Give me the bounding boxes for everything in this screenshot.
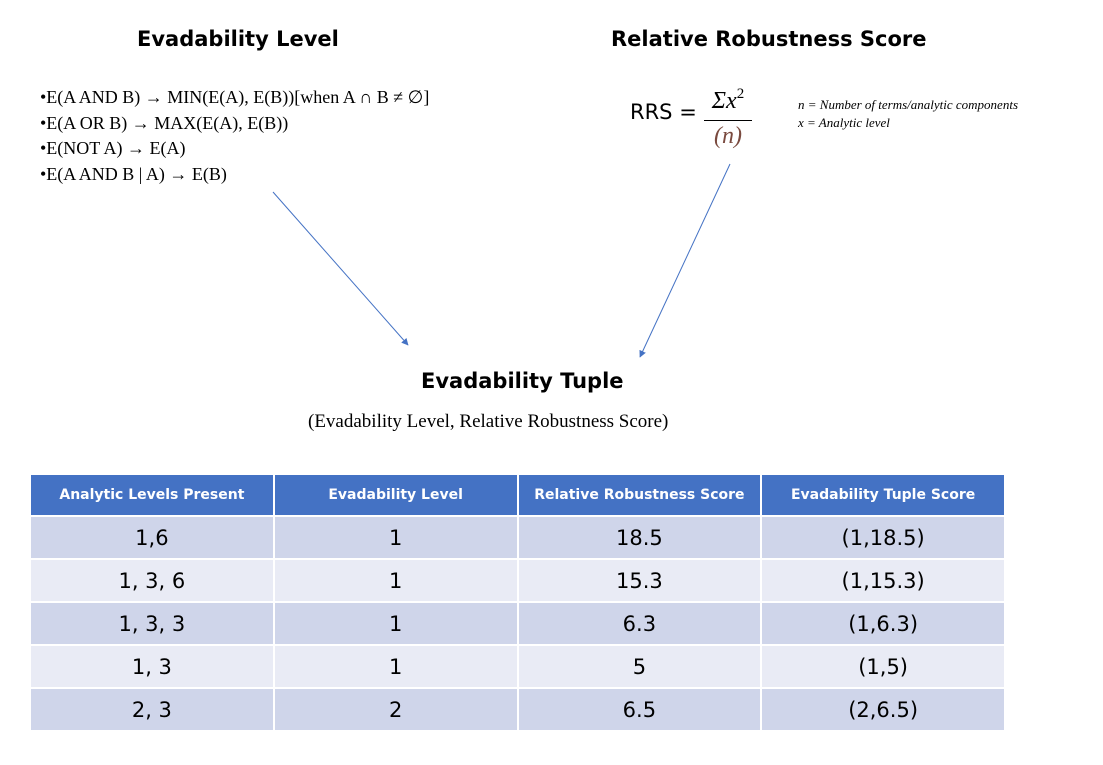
- evadability-tuple-heading: Evadability Tuple: [421, 369, 624, 393]
- cell-robustness-score: 6.5: [516, 687, 763, 732]
- cell-evadability-level: 2: [272, 687, 519, 732]
- header-evadability-level: Evadability Level: [272, 473, 519, 517]
- cell-robustness-score: 15.3: [516, 558, 763, 603]
- cell-evadability-level: 1: [272, 601, 519, 646]
- rrs-legend-n: n = Number of terms/analytic components: [798, 97, 1018, 112]
- rrs-formula-fraction: Σx2 (n): [704, 78, 752, 151]
- rule-conditional: •E(A AND B | A) → E(B): [40, 163, 227, 184]
- cell-analytic-levels: 1,6: [29, 515, 275, 560]
- header-evadability-tuple-score: Evadability Tuple Score: [760, 473, 1006, 517]
- rule-not: •E(NOT A) → E(A): [40, 138, 186, 158]
- rule-and: •E(A AND B) → MIN(E(A), E(B))[when A ∩ B…: [40, 87, 430, 107]
- table-row: 1, 3, 3 1 6.3 (1,6.3): [29, 601, 1006, 646]
- cell-analytic-levels: 1, 3: [29, 644, 275, 689]
- evadability-table: Analytic Levels Present Evadability Leve…: [29, 473, 1006, 732]
- evadability-tuple-subtitle: (Evadability Level, Relative Robustness …: [308, 411, 669, 432]
- arrow-evadability-to-tuple: [272, 191, 409, 346]
- table-row: 1,6 1 18.5 (1,18.5): [29, 515, 1006, 560]
- fraction-bar: [704, 120, 752, 121]
- cell-tuple-score: (1,15.3): [760, 558, 1006, 603]
- cell-analytic-levels: 1, 3, 6: [29, 558, 275, 603]
- cell-tuple-score: (1,5): [760, 644, 1006, 689]
- rrs-legend-x: x = Analytic level: [798, 115, 890, 130]
- arrow-rrs-to-tuple: [639, 163, 731, 358]
- cell-evadability-level: 1: [272, 644, 519, 689]
- cell-robustness-score: 6.3: [516, 601, 763, 646]
- table-header-row: Analytic Levels Present Evadability Leve…: [29, 473, 1006, 517]
- rule-or: •E(A OR B) → MAX(E(A), E(B)): [40, 112, 289, 133]
- table-row: 1, 3, 6 1 15.3 (1,15.3): [29, 558, 1006, 603]
- cell-analytic-levels: 2, 3: [29, 687, 275, 732]
- cell-tuple-score: (1,6.3): [760, 601, 1006, 646]
- header-relative-robustness-score: Relative Robustness Score: [516, 473, 763, 517]
- evadability-level-heading: Evadability Level: [137, 27, 339, 51]
- header-analytic-levels: Analytic Levels Present: [29, 473, 275, 517]
- cell-tuple-score: (1,18.5): [760, 515, 1006, 560]
- table-row: 2, 3 2 6.5 (2,6.5): [29, 687, 1006, 732]
- rrs-denominator: (n): [714, 123, 742, 149]
- cell-evadability-level: 1: [272, 515, 519, 560]
- cell-tuple-score: (2,6.5): [760, 687, 1006, 732]
- rrs-numerator: Σx2: [711, 86, 745, 114]
- rrs-formula-label: RRS =: [630, 100, 697, 124]
- rrs-exponent: 2: [736, 86, 745, 102]
- cell-evadability-level: 1: [272, 558, 519, 603]
- cell-analytic-levels: 1, 3, 3: [29, 601, 275, 646]
- relative-robustness-score-heading: Relative Robustness Score: [611, 27, 927, 51]
- rrs-legend: n = Number of terms/analytic components …: [798, 96, 1018, 132]
- evadability-rules: •E(A AND B) → MIN(E(A), E(B))[when A ∩ B…: [40, 85, 429, 187]
- cell-robustness-score: 18.5: [516, 515, 763, 560]
- cell-robustness-score: 5: [516, 644, 763, 689]
- table-row: 1, 3 1 5 (1,5): [29, 644, 1006, 689]
